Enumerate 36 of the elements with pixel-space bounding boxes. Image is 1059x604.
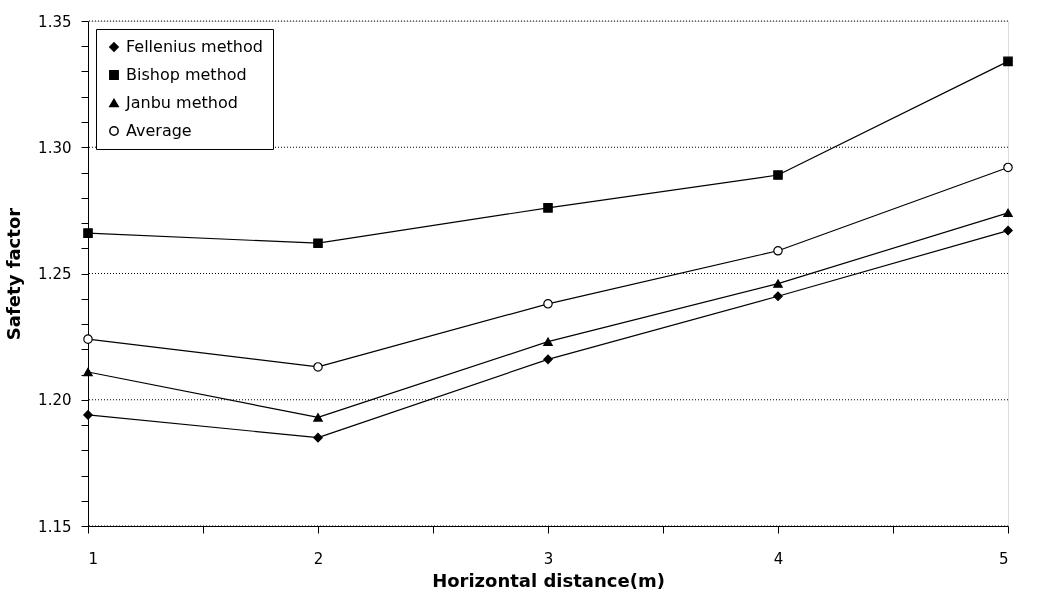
point: [313, 432, 323, 443]
legend-label: Fellenius method: [126, 37, 263, 56]
point: [1003, 225, 1013, 236]
point: [313, 413, 323, 422]
point: [773, 170, 783, 180]
point: [83, 334, 93, 344]
x-axis-title: Horizontal distance(m): [432, 569, 665, 591]
point: [773, 246, 783, 256]
legend-label: Bishop method: [126, 65, 247, 84]
point: [313, 238, 323, 248]
point: [543, 203, 553, 213]
point: [773, 291, 783, 302]
point: [1003, 56, 1013, 67]
y-tick-label: 1.30: [38, 138, 72, 157]
y-tick-label: 1.20: [38, 391, 72, 410]
y-tick-label: 1.25: [38, 265, 72, 283]
x-tick-label: 4: [773, 549, 784, 568]
point: [773, 279, 783, 288]
x-tick-label: 5: [998, 549, 1009, 568]
legend-label: Janbu method: [125, 93, 238, 112]
x-tick-label: 2: [313, 549, 324, 568]
text: 1.15: [38, 517, 72, 536]
legend-label: Average: [126, 121, 192, 140]
point: [1003, 208, 1013, 218]
point: [83, 410, 93, 420]
point: [543, 337, 553, 346]
point: [83, 228, 93, 238]
point: [543, 354, 553, 365]
point: [83, 367, 93, 377]
x-tick-label: 1: [88, 549, 99, 568]
y-tick-label: 1.35: [38, 12, 72, 31]
point: [543, 299, 553, 309]
point: [1003, 162, 1013, 173]
y-axis-title: Safety factor: [3, 207, 25, 341]
point: [313, 362, 323, 372]
x-tick-label: 3: [543, 549, 554, 568]
